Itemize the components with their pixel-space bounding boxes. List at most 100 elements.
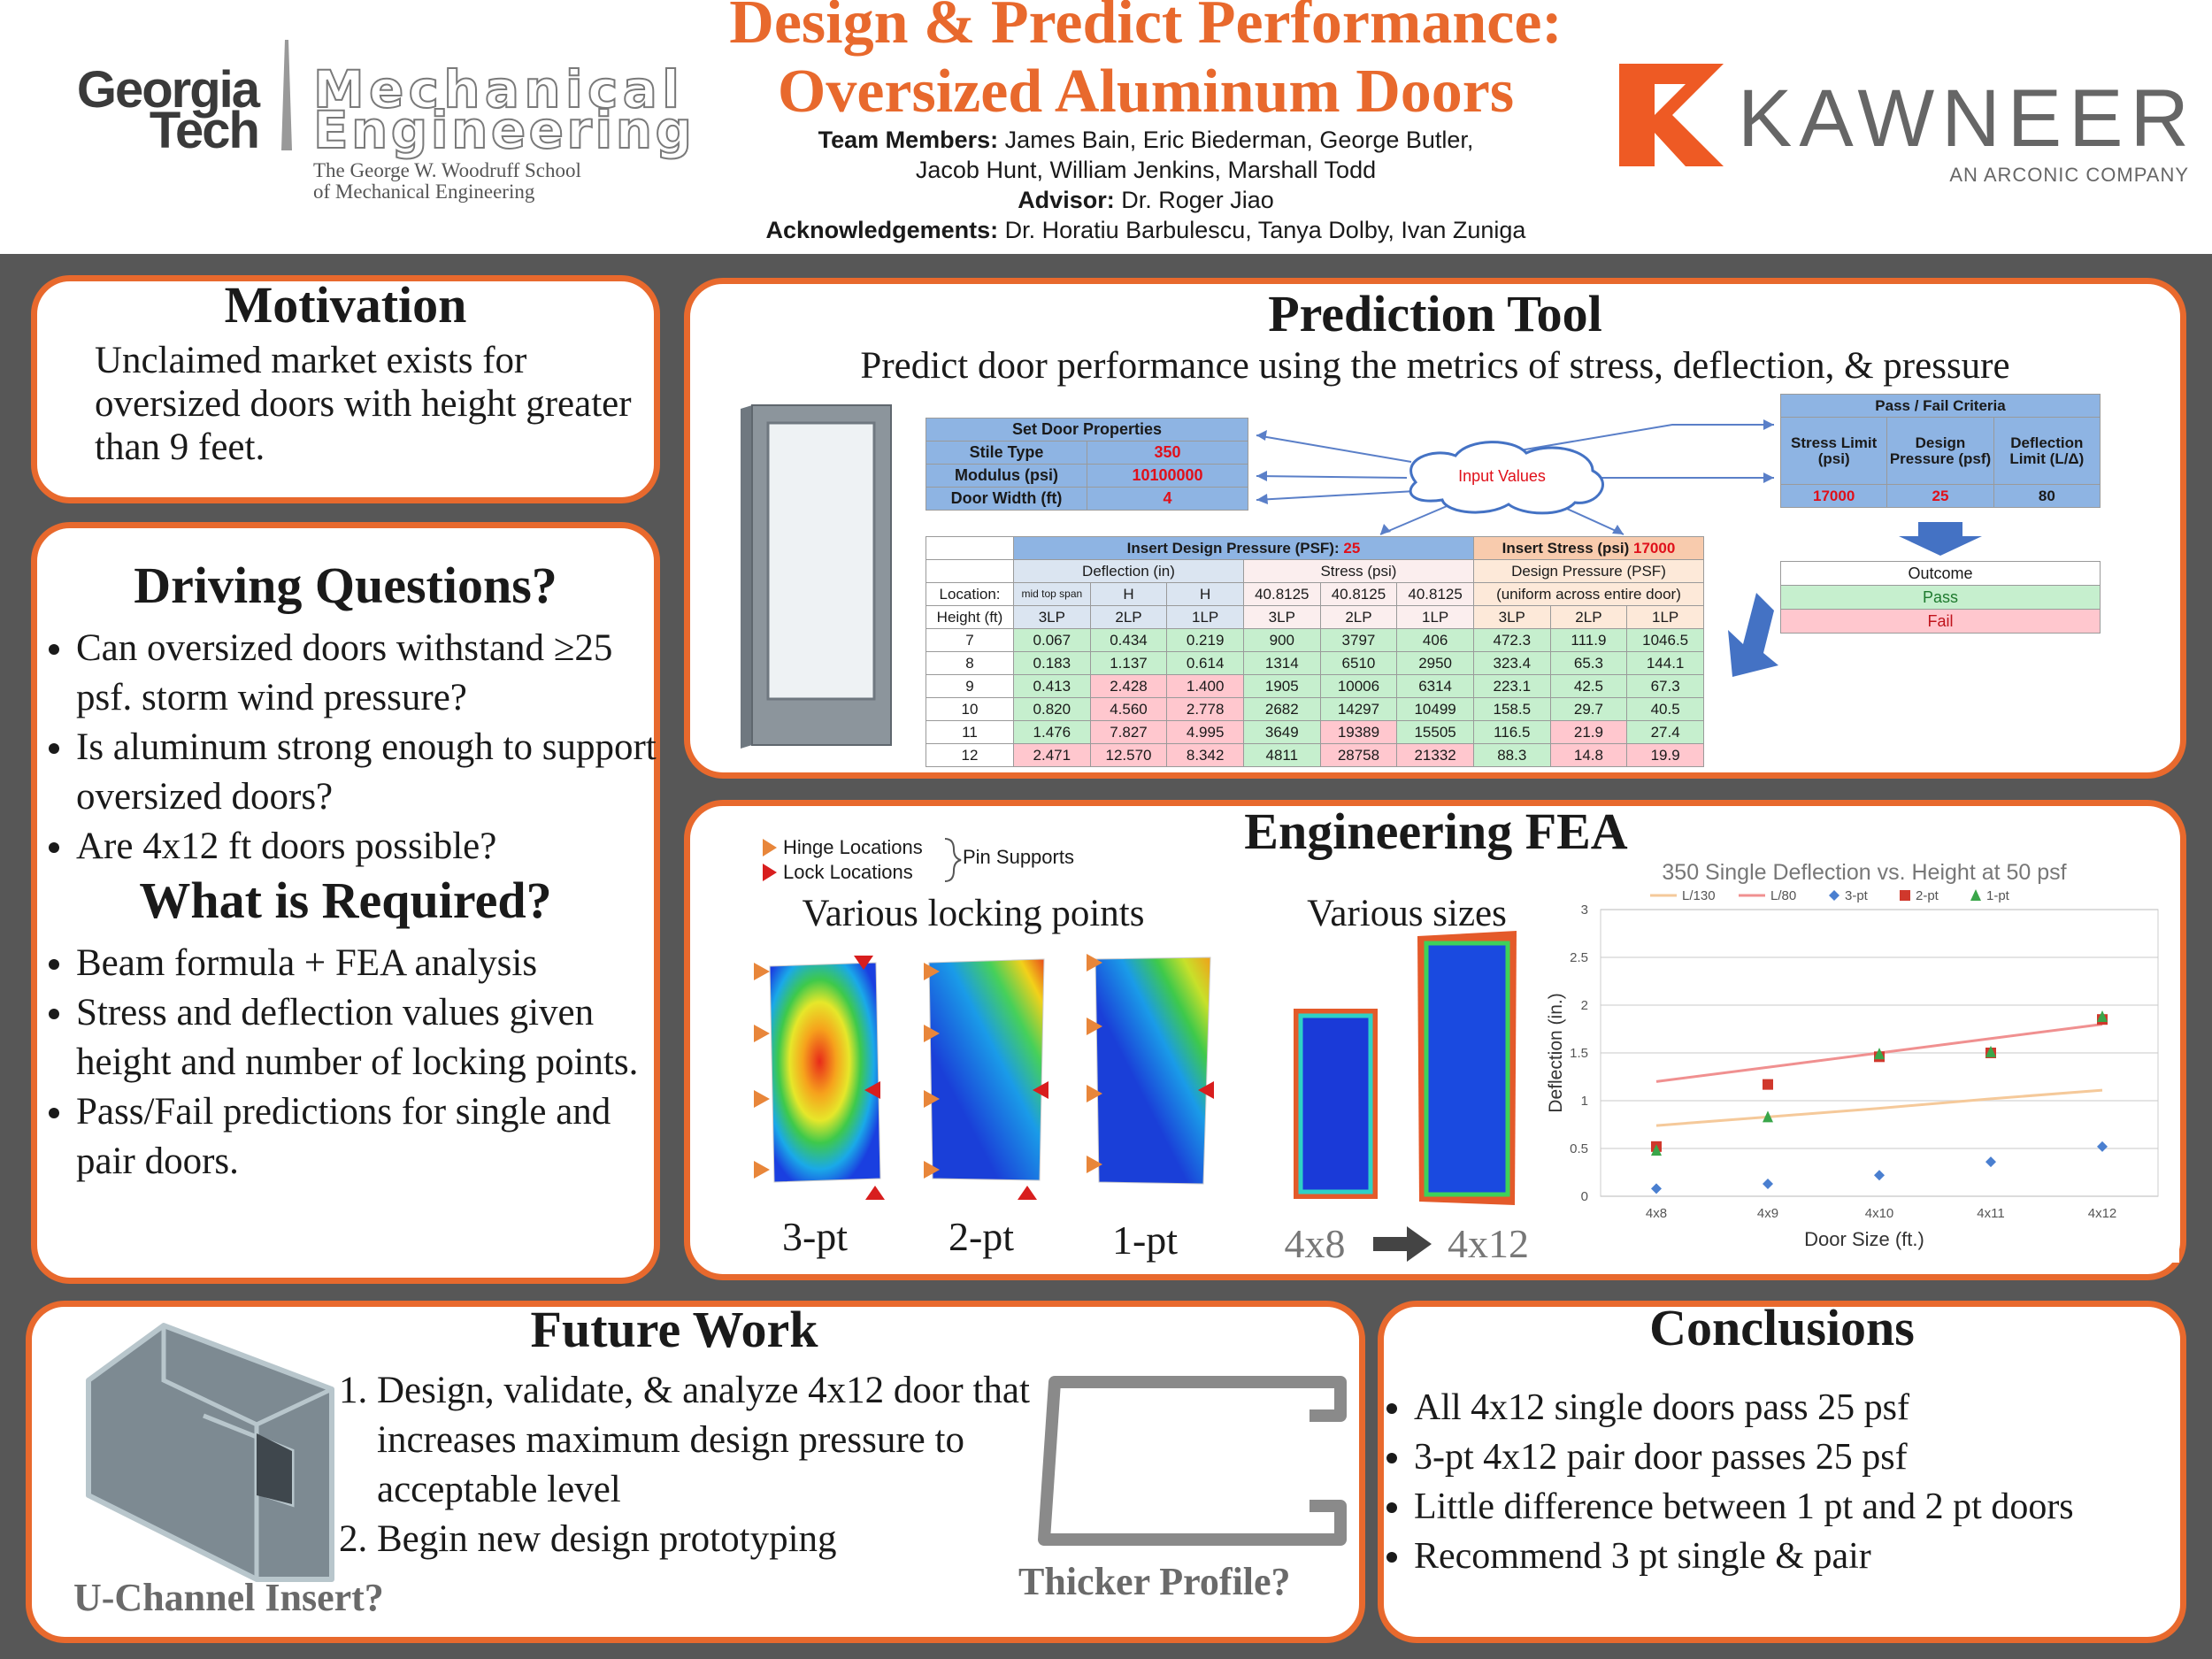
questions-panel — [31, 522, 660, 1284]
legend-label: 2-pt — [1916, 888, 1939, 903]
label: Advisor: — [1018, 187, 1115, 213]
row: Modulus (psi) 10100000 — [926, 464, 1248, 488]
value-cell: 21332 — [1396, 743, 1474, 767]
subtitle: Predict door performance using the metri… — [860, 345, 2010, 387]
value-cell: 3649 — [1242, 720, 1321, 744]
row: 12 2.471 12.570 8.342 4811 28758 21332 88.3 14.8… — [926, 743, 1704, 767]
value-cell: 10499 — [1396, 697, 1474, 721]
value-cell: 19389 — [1319, 720, 1398, 744]
legend-label: 3-pt — [1845, 888, 1869, 903]
data-point — [1985, 1156, 1996, 1168]
input-cloud — [1409, 441, 1604, 515]
value-cell: 0.219 — [1166, 628, 1244, 652]
lock — [1198, 1081, 1214, 1099]
label: Acknowledgements: — [765, 217, 999, 243]
column-header: 1LP — [1396, 605, 1474, 629]
fea-door — [1094, 956, 1211, 1185]
outcome-pass: Pass — [1780, 585, 2101, 610]
value: 25 — [1343, 539, 1361, 557]
height-cell: 12 — [926, 743, 1014, 767]
value-cell: 7.827 — [1089, 720, 1168, 744]
row-label: Height (ft) — [926, 605, 1014, 629]
value-cell: 40.5 — [1626, 697, 1704, 721]
value-cell: 406 — [1396, 628, 1474, 652]
value-cell: 116.5 — [1472, 720, 1551, 744]
data-point — [1651, 1183, 1662, 1194]
value-cell: 14.8 — [1549, 743, 1628, 767]
plot-frame — [1544, 853, 2179, 1263]
poster-title: Design & Predict Performance: Oversized … — [659, 0, 1632, 127]
location: H — [1166, 582, 1244, 606]
flow-arrows — [1256, 424, 1774, 535]
plot-border — [1600, 909, 2159, 1197]
stress-input: Insert Stress (psi) 17000 — [1472, 536, 1705, 560]
value-cell: 0.413 — [1013, 674, 1091, 698]
criteria-header: Deflection Limit (L/Δ) — [1993, 417, 2101, 485]
value-cell: 0.067 — [1013, 628, 1091, 652]
left-arrow — [1728, 593, 1778, 677]
column-header: 3LP — [1013, 605, 1091, 629]
value-cell: 1905 — [1242, 674, 1321, 698]
value-cell: 15505 — [1396, 720, 1474, 744]
group-note: (uniform across entire door) — [1472, 582, 1705, 606]
y-tick-label: 2.5 — [1570, 950, 1588, 965]
y-tick-label: 1.5 — [1570, 1046, 1588, 1061]
row: 11 1.476 7.827 4.995 3649 19389 15505 116.5 21.9… — [926, 720, 1704, 744]
locks — [854, 956, 1214, 1200]
row: 7 0.067 0.434 0.219 900 3797 406 472.3 111.9 1046… — [926, 628, 1704, 652]
input-label: Input Values — [1458, 467, 1546, 485]
fea-subtitle: Various sizes — [1307, 893, 1507, 934]
height-cell: 10 — [926, 697, 1014, 721]
pressure-input: Insert Design Pressure (PSF): 25 — [1013, 536, 1474, 560]
list-item: 3-pt 4x12 pair door passes 25 psf — [1414, 1432, 2210, 1482]
list-item: Stress and deflection values given heigh… — [76, 988, 660, 1087]
flow-line — [1256, 424, 1774, 535]
credits: Team Members: James Bain, Eric Biederman… — [615, 125, 1677, 245]
y-tick-label: 1 — [1581, 1094, 1588, 1109]
value-cell: 472.3 — [1472, 628, 1551, 652]
value-cell: 67.3 — [1626, 674, 1704, 698]
profile — [1038, 1376, 1347, 1546]
row: Set Door Properties — [926, 418, 1248, 442]
fea-door — [928, 958, 1045, 1181]
y-tick-label: 0.5 — [1570, 1141, 1588, 1156]
value-cell: 2.471 — [1013, 743, 1091, 767]
legend-item: Lock Locations — [783, 861, 913, 883]
value-cell: 4.560 — [1089, 697, 1168, 721]
data-point — [1763, 1110, 1773, 1123]
group-header: Design Pressure (PSF) — [1472, 559, 1705, 583]
section-title: What is Required? — [139, 872, 552, 929]
fea-subtitle: Various locking points — [802, 893, 1145, 934]
row: Location: mid top span H H 40.8125 40.8125 40.… — [926, 582, 1705, 606]
list-item: Recommend 3 pt single & pair — [1414, 1532, 2210, 1581]
legend-item: Hinge Locations — [783, 836, 923, 858]
logos: Georgia Tech Mechanical Engineering The … — [77, 40, 2189, 203]
fea-label: 3-pt — [781, 1214, 849, 1259]
value-cell: 88.3 — [1472, 743, 1551, 767]
list-item: Can oversized doors withstand ≥25 psf. s… — [76, 624, 660, 723]
list-item: Design, validate, & analyze 4x12 door th… — [377, 1366, 1041, 1515]
column-header: 2LP — [1089, 605, 1168, 629]
column-header: 1LP — [1166, 605, 1244, 629]
value-cell: 223.1 — [1472, 674, 1551, 698]
value-cell: 1.476 — [1013, 720, 1091, 744]
blank-cell — [926, 536, 1014, 560]
support-label: Pin Supports — [963, 846, 1074, 868]
column-header: 1LP — [1626, 605, 1704, 629]
value-cell: 158.5 — [1472, 697, 1551, 721]
criteria-header: Stress Limit (psi) — [1779, 417, 1888, 485]
y-tick-label: 0 — [1581, 1189, 1588, 1204]
y-tick-label: 2 — [1581, 998, 1588, 1013]
row: Pass / Fail Criteria — [1780, 394, 2101, 418]
kawneer-sub: AN ARCONIC COMPANY — [1949, 164, 2189, 186]
data-point — [1985, 1045, 1996, 1057]
property-value: 10100000 — [1087, 464, 1248, 488]
x-tick-label: 4x12 — [2088, 1206, 2117, 1221]
brace — [944, 838, 962, 882]
section-title: Driving Questions? — [134, 557, 557, 614]
location: mid top span — [1013, 582, 1091, 606]
me-logo: Engineering — [313, 100, 692, 160]
header — [0, 0, 2212, 254]
school: The George W. Woodruff School — [313, 159, 581, 181]
value-cell: 10006 — [1319, 674, 1398, 698]
